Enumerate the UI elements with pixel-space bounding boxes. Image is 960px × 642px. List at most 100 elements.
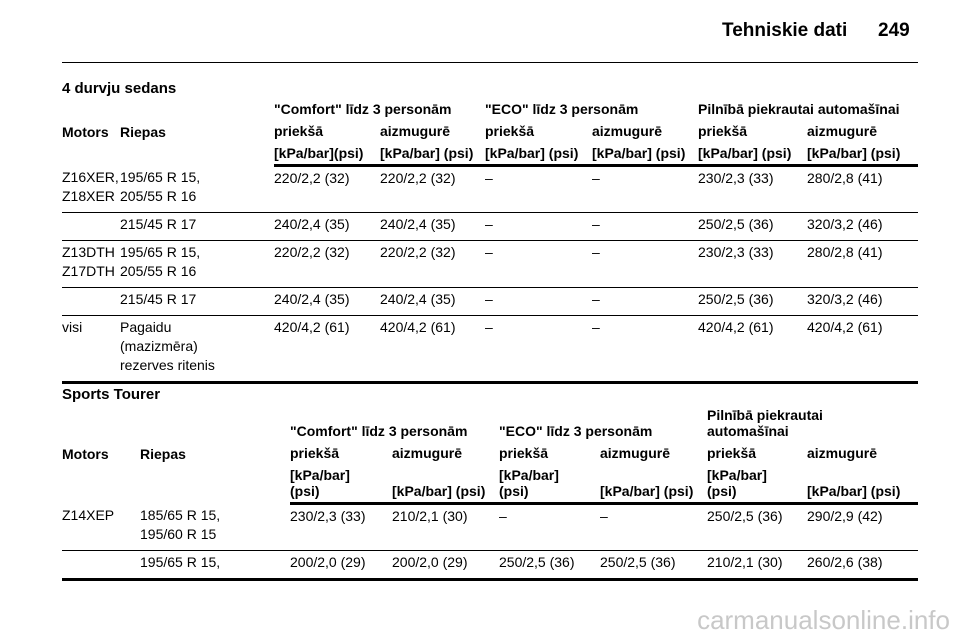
cell: visi: [62, 315, 120, 384]
cell: –: [485, 315, 592, 384]
cell: [62, 212, 120, 241]
cell: Z16XER, Z18XER: [62, 165, 120, 213]
cell: 250/2,5 (36): [600, 550, 707, 581]
data-row: 215/45 R 17 240/2,4 (35) 240/2,4 (35) – –250…: [62, 212, 919, 241]
data-row: Z16XER, Z18XER 195/65 R 15, 205/55 R 16 22…: [62, 165, 919, 213]
unit-header: [kPa/bar] (psi): [698, 142, 807, 167]
column-header: priekšā: [485, 123, 535, 139]
cell: 280/2,8 (41): [807, 165, 919, 213]
cell: 200/2,0 (29): [392, 550, 499, 581]
group-header: "ECO" līdz 3 personām: [485, 101, 639, 117]
cell: –: [592, 315, 698, 384]
cell: –: [499, 503, 600, 551]
column-header: priekšā: [707, 445, 757, 461]
column-header: priekšā: [290, 445, 340, 461]
cell: 230/2,3 (33): [698, 240, 807, 288]
cell: 215/45 R 17: [120, 287, 274, 316]
page-number: 249: [878, 20, 910, 41]
unit-header: [kPa/bar] (psi): [290, 464, 392, 505]
unit-header: [kPa/bar] (psi): [707, 464, 807, 505]
cell: [62, 550, 140, 581]
cell: 220/2,2 (32): [380, 240, 485, 288]
cell: 195/65 R 15,: [140, 550, 290, 581]
unit-header: [kPa/bar] (psi): [499, 464, 600, 505]
column-header: aizmugurē: [807, 123, 878, 139]
data-row: Z14XEP 185/65 R 15, 195/60 R 15 230/2,3 (3…: [62, 503, 918, 551]
unit-header: [kPa/bar] (psi): [600, 464, 707, 505]
cell: 220/2,2 (32): [274, 165, 380, 213]
column-header: priekšā: [499, 445, 549, 461]
cell: 280/2,8 (41): [807, 240, 919, 288]
unit-header: [kPa/bar] (psi): [485, 142, 592, 167]
section-title: Sports Tourer: [62, 386, 161, 403]
unit-header: [kPa/bar] (psi): [807, 142, 919, 167]
cell: –: [592, 240, 698, 288]
cell: 260/2,6 (38): [807, 550, 918, 581]
group-header-row: Motors Riepas "Comfort" līdz 3 personām "EC…: [62, 404, 918, 462]
group-header: "Comfort" līdz 3 personām: [274, 101, 452, 117]
cell: –: [485, 240, 592, 288]
cell: –: [600, 503, 707, 551]
data-row: 195/65 R 15, 200/2,0 (29) 200/2,0 (29) 250/…: [62, 550, 918, 581]
cell: 250/2,5 (36): [698, 287, 807, 316]
cell: 210/2,1 (30): [707, 550, 807, 581]
spec-table: Motors Riepas "Comfort" līdz 3 personām "EC…: [62, 404, 918, 581]
cell: 290/2,9 (42): [807, 503, 918, 551]
column-header: aizmugurē: [600, 445, 671, 461]
cell: –: [592, 165, 698, 213]
cell: 230/2,3 (33): [698, 165, 807, 213]
cell: 420/4,2 (61): [807, 315, 919, 384]
unit-header: [kPa/bar] (psi): [380, 142, 485, 167]
group-header: Pilnībā piekrautai automašīnai: [698, 101, 900, 117]
header-rule: [62, 62, 918, 63]
cell: –: [485, 287, 592, 316]
column-header: Motors: [62, 123, 109, 140]
spec-table: Motors Riepas "Comfort" līdz 3 personām "EC…: [62, 98, 919, 384]
column-header: priekšā: [274, 123, 324, 139]
cell: 420/4,2 (61): [698, 315, 807, 384]
cell: Z13DTH Z17DTH: [62, 240, 120, 288]
cell: 215/45 R 17: [120, 212, 274, 241]
cell: 250/2,5 (36): [707, 503, 807, 551]
cell: 220/2,2 (32): [274, 240, 380, 288]
cell: 320/3,2 (46): [807, 287, 919, 316]
group-header: Pilnībā piekrautai automašīnai: [707, 407, 823, 439]
cell: –: [592, 287, 698, 316]
cell: 200/2,0 (29): [290, 550, 392, 581]
column-header: priekšā: [698, 123, 748, 139]
cell: Z14XEP: [62, 503, 140, 551]
unit-header: [kPa/bar] (psi): [392, 464, 499, 505]
cell: 420/4,2 (61): [380, 315, 485, 384]
cell: 250/2,5 (36): [499, 550, 600, 581]
data-row: visi Pagaidu (mazizmēra) rezerves ritenis…: [62, 315, 919, 384]
unit-header: [kPa/bar] (psi): [807, 464, 918, 505]
cell: 195/65 R 15, 205/55 R 16: [120, 165, 274, 213]
cell: 240/2,4 (35): [274, 287, 380, 316]
unit-row: [kPa/bar](psi) [kPa/bar] (psi) [kPa/bar] (…: [62, 142, 919, 167]
cell: 240/2,4 (35): [380, 287, 485, 316]
column-header: aizmugurē: [592, 123, 663, 139]
column-header: aizmugurē: [392, 445, 463, 461]
column-header: aizmugurē: [807, 445, 878, 461]
unit-header: [kPa/bar](psi): [274, 142, 380, 167]
cell: Pagaidu (mazizmēra) rezerves ritenis: [120, 315, 274, 384]
cell: 240/2,4 (35): [274, 212, 380, 241]
cell: 250/2,5 (36): [698, 212, 807, 241]
cell: 230/2,3 (33): [290, 503, 392, 551]
group-header: "ECO" līdz 3 personām: [499, 423, 653, 439]
cell: 240/2,4 (35): [380, 212, 485, 241]
cell: 420/4,2 (61): [274, 315, 380, 384]
column-header: Riepas: [140, 445, 186, 462]
cell: 185/65 R 15, 195/60 R 15: [140, 503, 290, 551]
cell: 220/2,2 (32): [380, 165, 485, 213]
data-row: 215/45 R 17 240/2,4 (35) 240/2,4 (35) – –250…: [62, 287, 919, 316]
column-header: Riepas: [120, 123, 166, 140]
cell: –: [485, 212, 592, 241]
column-header: Motors: [62, 445, 109, 462]
column-header: aizmugurē: [380, 123, 451, 139]
unit-header: [kPa/bar] (psi): [592, 142, 698, 167]
group-header-row: Motors Riepas "Comfort" līdz 3 personām "EC…: [62, 98, 918, 140]
column-header-row: priekšā aizmugurē priekšā aizmugurē priekšā a…: [62, 442, 918, 464]
header-title: Tehniskie dati: [722, 20, 848, 41]
